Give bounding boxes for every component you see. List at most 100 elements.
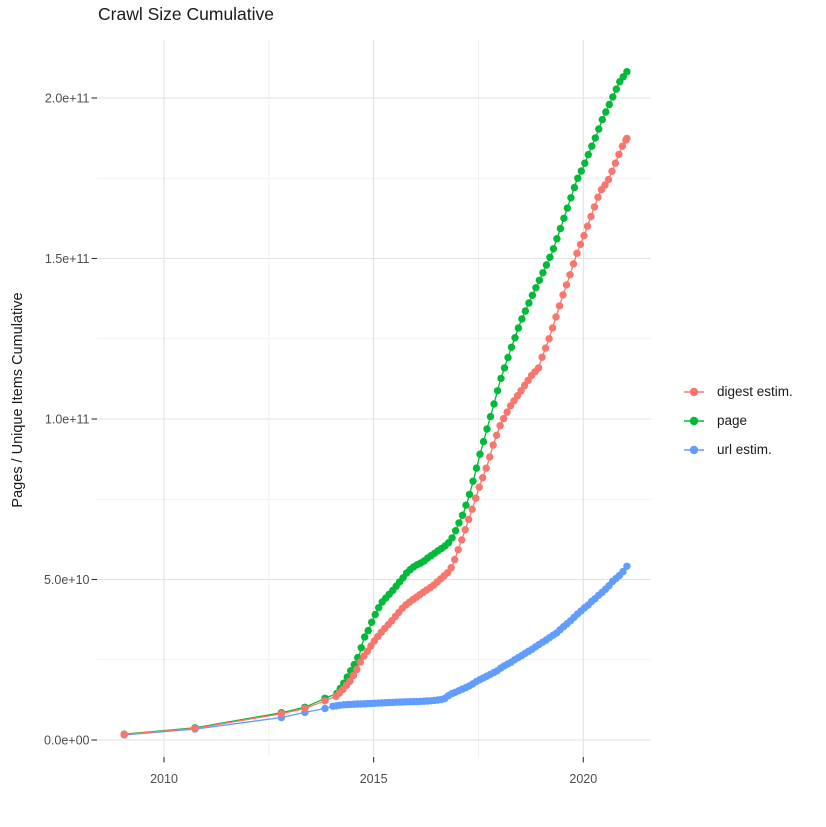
series-page-point — [549, 245, 558, 253]
series-page-point — [465, 490, 474, 499]
series-page-point — [472, 464, 481, 472]
series-digest-estim-point — [120, 730, 128, 739]
series-page-point — [598, 115, 606, 124]
series-digest-estim-point — [573, 249, 581, 257]
series-page-point — [574, 174, 582, 182]
series-url-estim-point — [623, 562, 631, 570]
series-page-point — [563, 204, 572, 212]
series-page-point — [602, 108, 610, 116]
series-digest-estim-point — [363, 647, 372, 655]
y-tick-label: 1.5e+11 — [45, 252, 90, 266]
series-page-point — [479, 437, 488, 446]
series-digest-estim-point — [552, 313, 560, 321]
series-page-point — [581, 159, 589, 167]
series-digest-estim-point — [451, 555, 459, 564]
series-digest-estim-point — [608, 167, 616, 175]
series-digest-estim-point — [555, 302, 564, 310]
series-digest-estim-point — [545, 335, 553, 343]
chart-title: Crawl Size Cumulative — [98, 4, 275, 24]
series-digest-estim-point — [566, 271, 574, 279]
series-digest-estim-point — [618, 142, 627, 150]
series-digest-estim-point — [590, 203, 599, 211]
legend-key-page-icon — [684, 416, 704, 425]
series-page-point — [591, 134, 599, 142]
series-digest-estim-point — [461, 526, 469, 534]
series-page-point — [588, 142, 596, 150]
legend-label-url-estim: url estim. — [717, 442, 772, 457]
series-digest-estim-point — [465, 515, 473, 524]
y-tick-label: 1.0e+11 — [45, 413, 90, 427]
legend-item-url-estim: url estim. — [681, 435, 793, 464]
y-tick-label: 2.0e+11 — [45, 92, 90, 106]
series-digest-estim-point — [486, 453, 494, 461]
series-page-point — [371, 610, 379, 619]
series-page-point — [539, 269, 547, 277]
series-page-point — [567, 194, 575, 202]
legend-key-url-estim-icon — [684, 445, 704, 454]
series-page-point — [364, 626, 372, 635]
series-page-point — [361, 633, 369, 641]
series-page-point — [609, 93, 617, 101]
series-digest-estim-point — [353, 665, 361, 674]
series-page-point — [535, 276, 544, 284]
series-digest-estim-point — [541, 344, 550, 352]
series-page-point — [507, 343, 516, 351]
series-digest-estim-point — [277, 710, 286, 718]
series-digest-estim-line — [124, 138, 628, 736]
series-page-point — [497, 374, 505, 383]
series-page-point — [532, 284, 540, 292]
series-page-point — [375, 604, 383, 612]
y-tick-label: 5.0e+10 — [44, 573, 90, 587]
series-page-point — [514, 324, 523, 332]
series-digest-estim-point — [587, 212, 595, 221]
series-page-point — [612, 85, 620, 93]
series-page-point — [518, 315, 526, 323]
series-digest-estim-point — [559, 291, 567, 299]
series-url-estim-line — [124, 565, 628, 736]
series-page-point — [577, 167, 585, 175]
legend-item-digest-estim: digest estim. — [681, 377, 793, 406]
series-page-point — [357, 644, 365, 652]
series-url-estim-point — [619, 567, 627, 576]
series-digest-estim-point — [458, 536, 466, 544]
x-tick-label: 2015 — [360, 772, 388, 786]
series-digest-estim-point — [489, 441, 497, 449]
series-page-point — [462, 501, 470, 509]
series-page-point — [469, 477, 477, 485]
series-page-point — [500, 364, 509, 372]
series-page-point — [542, 261, 551, 269]
series-page-point — [483, 425, 491, 433]
y-tick-label: 0.0e+00 — [44, 734, 90, 748]
series-url-estim-point — [321, 704, 329, 713]
legend-label-digest-estim: digest estim. — [717, 384, 793, 399]
legend: digest estim. page url estim. — [681, 377, 793, 464]
series-page-point — [521, 307, 530, 315]
series-page-point — [546, 253, 554, 261]
x-tick-label: 2010 — [150, 772, 178, 786]
series-page-point — [476, 450, 484, 458]
series-digest-estim-point — [346, 677, 354, 685]
legend-key-dot — [689, 416, 699, 425]
series-digest-estim-point — [583, 222, 592, 230]
legend-key-dot — [689, 387, 699, 396]
series-digest-estim-point — [548, 324, 557, 332]
series-digest-estim-point — [503, 408, 511, 416]
series-digest-estim-point — [562, 281, 571, 289]
series-digest-estim-point — [349, 671, 358, 680]
series-page-point — [584, 150, 592, 159]
series-page-point — [458, 511, 467, 519]
series-digest-estim-point — [569, 260, 578, 268]
series-digest-estim-point — [475, 483, 483, 491]
series-digest-estim-point — [601, 181, 609, 189]
series-digest-estim-point — [468, 505, 476, 513]
x-tick-label: 2020 — [569, 772, 597, 786]
series-page-point — [368, 618, 376, 626]
series-digest-estim-point — [472, 494, 480, 502]
series-page-point — [451, 527, 460, 535]
series-digest-estim-point — [534, 364, 543, 372]
series-digest-estim-point — [482, 464, 490, 472]
series-page-point — [525, 299, 533, 307]
series-page-point — [511, 334, 519, 342]
